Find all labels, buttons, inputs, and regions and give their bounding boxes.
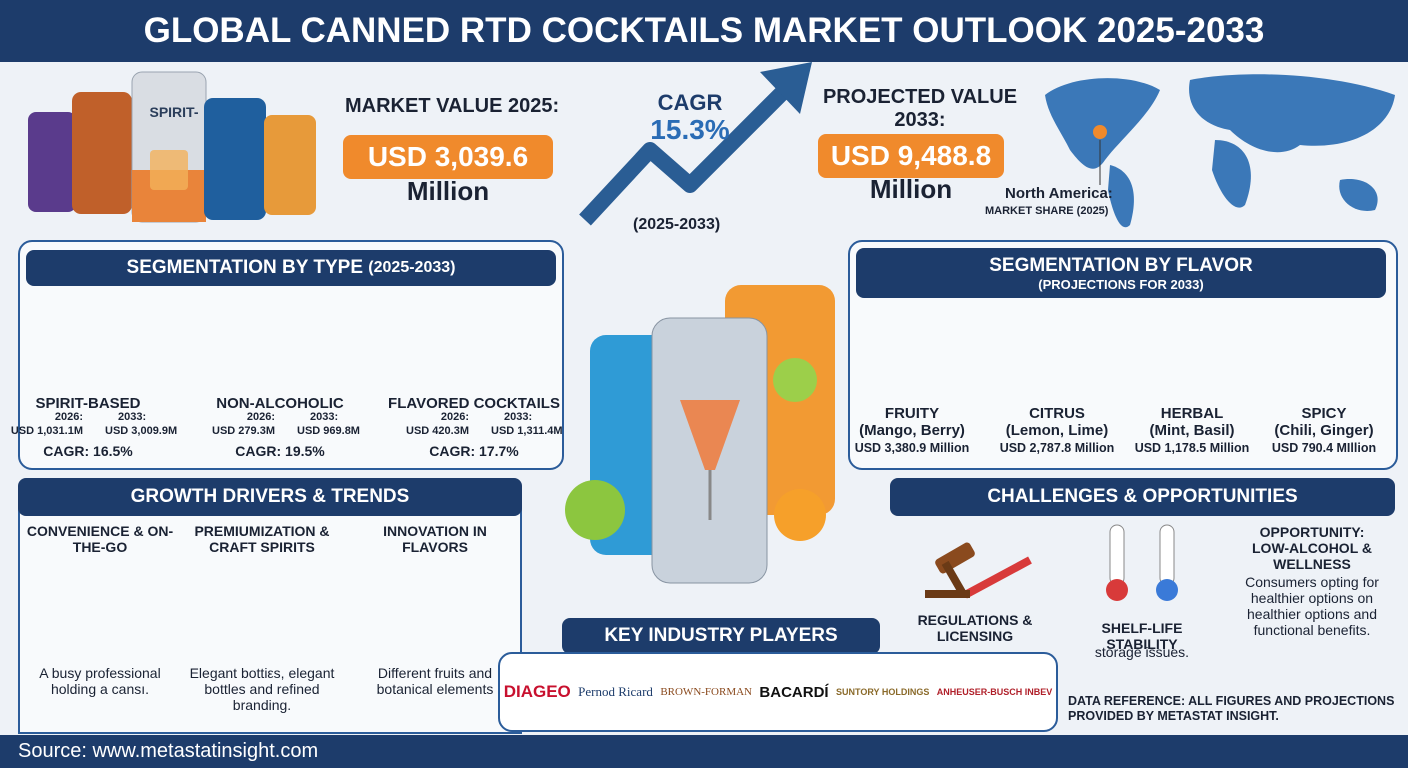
flavor-value: USD 1,178.5 Million [1134,441,1250,455]
cagr-value: 15.3% [650,114,730,145]
challenge-title: REGULATIONS & LICENSING [917,612,1033,644]
cagr-period: (2025-2033) [633,216,721,233]
growth-item-text: Elegant bottiεs, elegant bottles and ref… [189,665,335,713]
player-logo: ANHEUSER-BUSCH INBEV [936,687,1053,697]
type-to-label: 2033: [504,411,533,423]
flavor-name: SPICY [1301,405,1347,422]
market-value: USD 3,039.6 [343,135,553,179]
type-to-value: USD 1,311.4M [491,425,563,437]
arrow-head [760,62,812,114]
flavor-name: FRUITY [884,405,940,422]
challenge-text: Consumers opting for healthier options o… [1245,574,1379,638]
map-pin [1093,125,1107,139]
growth-item-title: INNOVATION IN FLAVORS [383,523,487,555]
flavor-value: USD 3,380.9 Million [854,441,970,455]
center-cans [565,285,835,584]
type-from-label: 2026: [246,411,275,423]
footer-source: Source: www.metastatinsight.com [0,735,1408,768]
flavor-detail: (Chili, Ginger) [1274,422,1374,439]
type-to-label: 2033: [310,411,339,423]
players-title: KEY INDUSTRY PLAYERS [562,618,880,654]
growth-item-title: PREMIUMIZATION & CRAFT SPIRITS [194,523,330,555]
can-label: SPIRIT- [149,104,199,120]
type-from-value: USD 420.3M [406,425,469,437]
challenge-title: SHELF-LIFE STABILITY [1101,620,1183,652]
type-from-value: USD 1,031.1M [10,425,83,437]
type-from-value: USD 279.3M [212,425,275,437]
growth-item-text: Different fruits and botanical elements [376,665,494,697]
flavor-detail: (Mango, Berry) [859,422,965,439]
type-name: NON-ALCOHOLIC [216,395,344,412]
header-title: GLOBAL CANNED RTD COCKTAILS MARKET OUTLO… [0,0,1408,62]
hero-cans [28,71,316,223]
flavor-header: SEGMENTATION BY FLAVOR (PROJECTIONS FOR 2… [856,248,1386,298]
flavor-detail: (Mint, Basil) [1149,422,1235,439]
type-cagr: CAGR: 17.7% [429,443,519,459]
challenge-title: OPPORTUNITY: LOW-ALCOHOL & WELLNESS [1252,524,1372,572]
flavor-value: USD 2,787.8 Million [999,441,1115,455]
player-logo: Pernod Ricard [578,684,653,699]
market-value-label: MARKET VALUE 2025: [345,95,560,117]
challenge-icons [925,524,1178,601]
cagr-label: CAGR [657,90,723,115]
data-reference: DATA REFERENCE: ALL FIGURES AND PROJECTI… [1068,694,1395,723]
region-sub: MARKET SHARE (2025) [985,205,1109,217]
challenges-title: CHALLENGES & OPPORTUNITIES [890,478,1395,516]
player-logo: BROWN-FORMAN [660,686,752,698]
projected-value: USD 9,488.8 [818,134,1004,178]
type-period: (2025-2033) [368,259,456,276]
type-to-value: USD 969.8M [297,425,360,437]
projected-label: PROJECTED VALUE 2033: [822,86,1018,131]
flavor-name: HERBAL [1160,405,1224,422]
type-name: SPIRIT-BASED [35,395,141,412]
flavor-detail: (Lemon, Lime) [1005,422,1109,439]
growth-item-title: CONVENIENCE & ON-THE-GO [26,523,174,555]
challenge-text: storage issues. [1094,644,1190,660]
flavor-value: USD 790.4 MIllion [1271,441,1377,455]
world-map [1045,74,1395,228]
type-from-label: 2026: [54,411,83,423]
type-header: SEGMENTATION BY TYPE (2025-2033) [26,250,556,286]
growth-arrow [579,79,796,226]
type-cagr: CAGR: 19.5% [235,443,325,459]
growth-item-text: A busy professional holding a cansı. [39,665,161,697]
player-logo: DIAGEO [503,682,571,701]
projected-unit: Million [869,174,953,204]
flavor-title: SEGMENTATION BY FLAVOR [989,254,1253,276]
type-title: SEGMENTATION BY TYPE [126,257,364,278]
market-value-unit: Million [406,176,490,206]
type-to-label: 2033: [118,411,147,423]
type-to-value: USD 3,009.9M [105,425,178,437]
players-logos: DIAGEO Pernod Ricard BROWN-FORMAN BACARDÍ SU… [498,652,1058,732]
type-cagr: CAGR: 16.5% [43,443,133,459]
player-logo: SUNTORY HOLDINGS [835,687,930,697]
flavor-name: CITRUS [1029,405,1085,422]
flavor-subtitle: (PROJECTIONS FOR 2033) [1038,276,1204,292]
type-name: FLAVORED COCKTAILS [388,395,560,412]
growth-title: GROWTH DRIVERS & TRENDS [18,478,522,516]
player-logo: BACARDÍ [759,683,829,701]
type-from-label: 2026: [440,411,469,423]
region-label: North America: [1005,185,1113,202]
